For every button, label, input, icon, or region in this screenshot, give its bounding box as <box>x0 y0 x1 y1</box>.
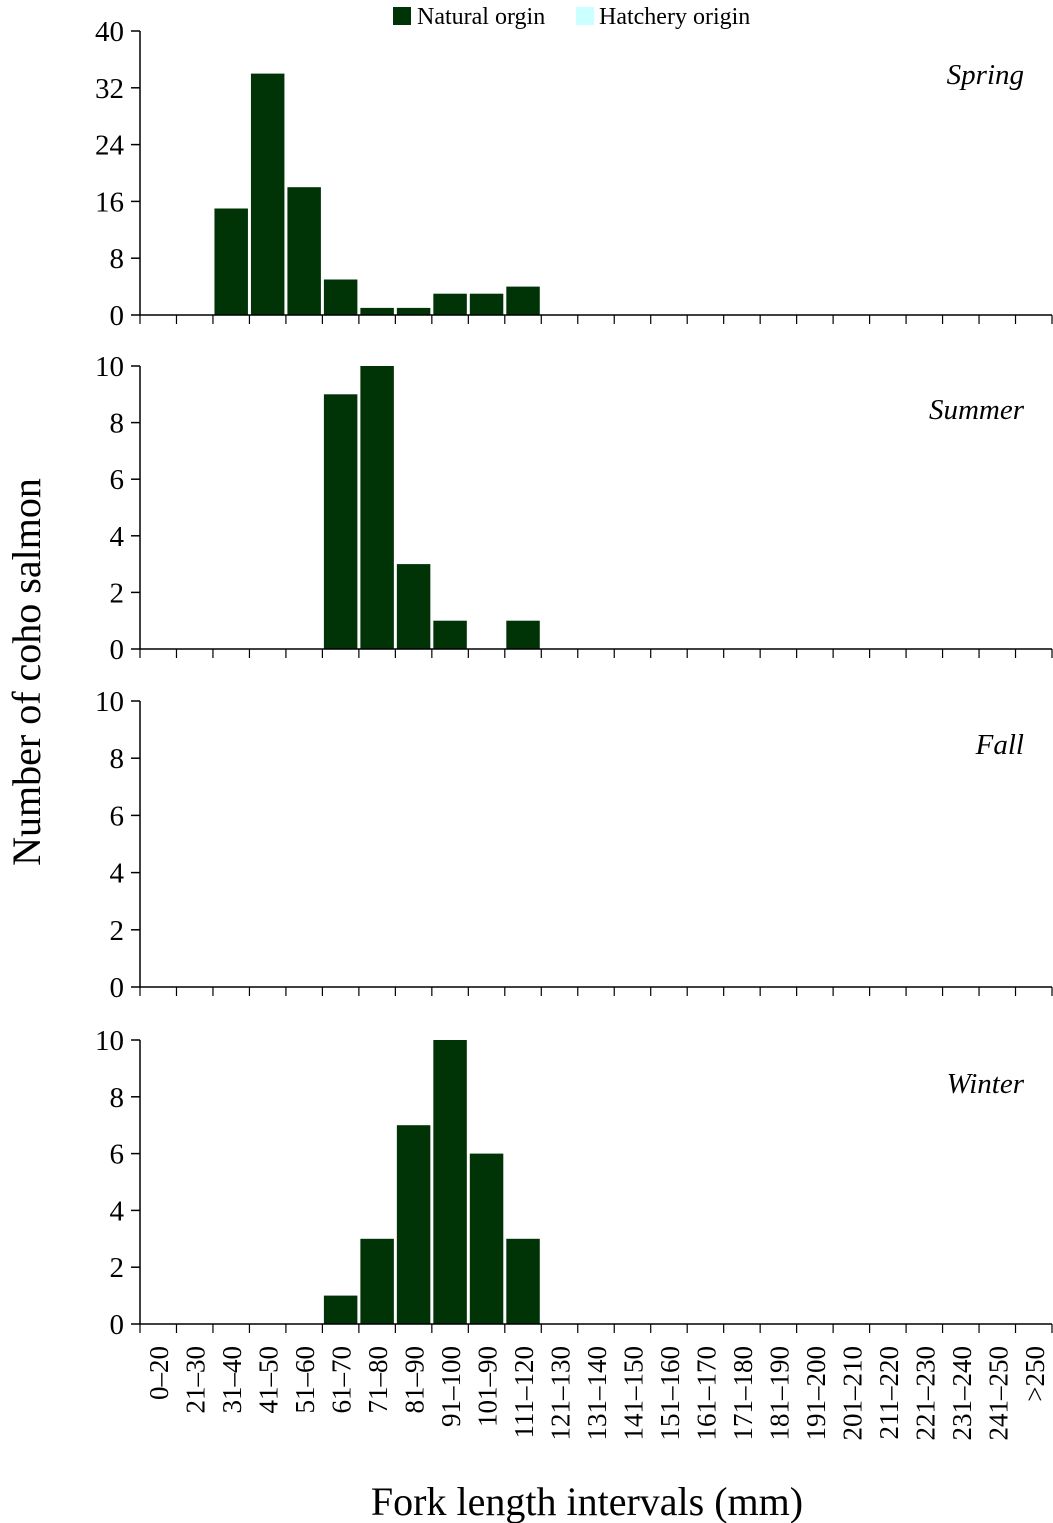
y-tick-label: 6 <box>110 800 125 832</box>
season-label: Spring <box>947 59 1024 91</box>
x-tick-label: 51–60 <box>290 1346 320 1414</box>
bar-winter-natural-9 <box>469 1153 504 1324</box>
x-tick-label: >250 <box>1020 1346 1050 1402</box>
y-tick-label: 0 <box>110 972 125 1004</box>
legend: Natural orgin Hatchery origin <box>393 4 750 30</box>
y-tick-label: 2 <box>110 1252 125 1284</box>
x-tick-label: 31–40 <box>217 1346 247 1414</box>
bar-winter-natural-7 <box>396 1125 431 1324</box>
y-tick-label: 4 <box>110 858 125 890</box>
x-tick-label: 91–100 <box>436 1346 466 1427</box>
x-tick-label: 41–50 <box>254 1346 284 1414</box>
x-tick-label: 141–150 <box>618 1346 648 1441</box>
bar-summer-natural-6 <box>360 366 394 649</box>
x-tick-label: 111–120 <box>509 1346 539 1439</box>
y-tick-label: 16 <box>95 186 124 218</box>
x-tick-label: 201–210 <box>837 1346 867 1441</box>
x-tick-label: 101–90 <box>473 1346 503 1427</box>
y-tick-label: 0 <box>110 1309 125 1341</box>
bar-spring-natural-4 <box>287 187 321 315</box>
x-tick-label: 151–160 <box>655 1346 685 1441</box>
x-tick-label: 181–190 <box>764 1346 794 1441</box>
bar-spring-natural-7 <box>396 307 431 315</box>
panel-fall: 0 2 4 6 8 10 Fall <box>95 686 1053 1004</box>
bar-spring-natural-6 <box>360 307 394 315</box>
y-tick-label: 8 <box>110 743 125 775</box>
legend-label-natural: Natural orgin <box>417 4 545 30</box>
y-tick-label: 0 <box>110 634 125 666</box>
season-label: Fall <box>975 729 1024 761</box>
panel-spring: 0 8 16 24 32 40 Spring <box>95 16 1053 332</box>
x-tick-label: 231–240 <box>947 1346 977 1441</box>
bar-summer-natural-10 <box>506 620 540 649</box>
x-tick-label: 61–70 <box>327 1346 357 1414</box>
bar-spring-natural-2 <box>214 208 248 315</box>
bar-winter-natural-8 <box>433 1040 467 1324</box>
x-tick-label: 0–20 <box>144 1346 174 1400</box>
x-tick-label: 241–250 <box>983 1346 1013 1441</box>
legend-swatch-natural <box>393 7 411 25</box>
y-tick-label: 6 <box>110 1139 125 1171</box>
bar-spring-natural-3 <box>250 73 285 315</box>
bar-summer-natural-5 <box>323 394 358 649</box>
season-label: Summer <box>929 394 1025 426</box>
bar-winter-natural-10 <box>506 1238 540 1324</box>
y-tick-label: 32 <box>95 73 124 105</box>
x-tick-label: 211–220 <box>874 1346 904 1440</box>
bar-winter-natural-6 <box>360 1238 394 1324</box>
bar-spring-natural-8 <box>433 293 467 315</box>
x-tick-label: 21–30 <box>181 1346 211 1414</box>
y-tick-label: 10 <box>95 686 124 718</box>
bar-summer-natural-7 <box>396 564 431 649</box>
y-tick-label: 24 <box>95 130 125 162</box>
x-tick-label: 171–180 <box>728 1346 758 1441</box>
x-tick-label: 81–90 <box>400 1346 430 1414</box>
x-tick-label: 121–130 <box>546 1346 576 1441</box>
y-tick-label: 8 <box>110 1082 125 1114</box>
y-axis-label: Number of coho salmon <box>4 478 49 866</box>
y-tick-label: 2 <box>110 577 125 609</box>
x-tick-label: 71–80 <box>363 1346 393 1414</box>
panel-summer: 0 2 4 6 8 10 Summer <box>95 351 1053 666</box>
season-label: Winter <box>947 1068 1025 1100</box>
x-tick-label: 131–140 <box>582 1346 612 1441</box>
y-tick-label: 8 <box>110 243 125 275</box>
y-tick-label: 40 <box>95 16 124 48</box>
x-tick-label: 161–170 <box>691 1346 721 1441</box>
panel-winter: 0 2 4 6 8 10 Winter <box>95 1025 1053 1341</box>
y-tick-label: 2 <box>110 915 125 947</box>
bar-winter-natural-5 <box>323 1295 358 1324</box>
y-tick-label: 0 <box>110 300 125 332</box>
x-tick-label: 221–230 <box>910 1346 940 1441</box>
bar-spring-natural-5 <box>323 279 358 315</box>
bar-spring-natural-10 <box>506 286 540 315</box>
bar-spring-natural-9 <box>469 293 504 315</box>
y-tick-label: 8 <box>110 408 125 440</box>
y-tick-label: 10 <box>95 351 124 383</box>
legend-swatch-hatchery <box>576 7 594 25</box>
y-tick-label: 6 <box>110 464 125 496</box>
x-tick-label: 191–200 <box>801 1346 831 1441</box>
y-tick-label: 4 <box>110 521 125 553</box>
y-tick-label: 10 <box>95 1025 124 1057</box>
bar-summer-natural-8 <box>433 620 467 649</box>
y-tick-label: 4 <box>110 1195 125 1227</box>
x-axis-label: Fork length intervals (mm) <box>371 1479 803 1523</box>
legend-label-hatchery: Hatchery origin <box>599 4 750 30</box>
